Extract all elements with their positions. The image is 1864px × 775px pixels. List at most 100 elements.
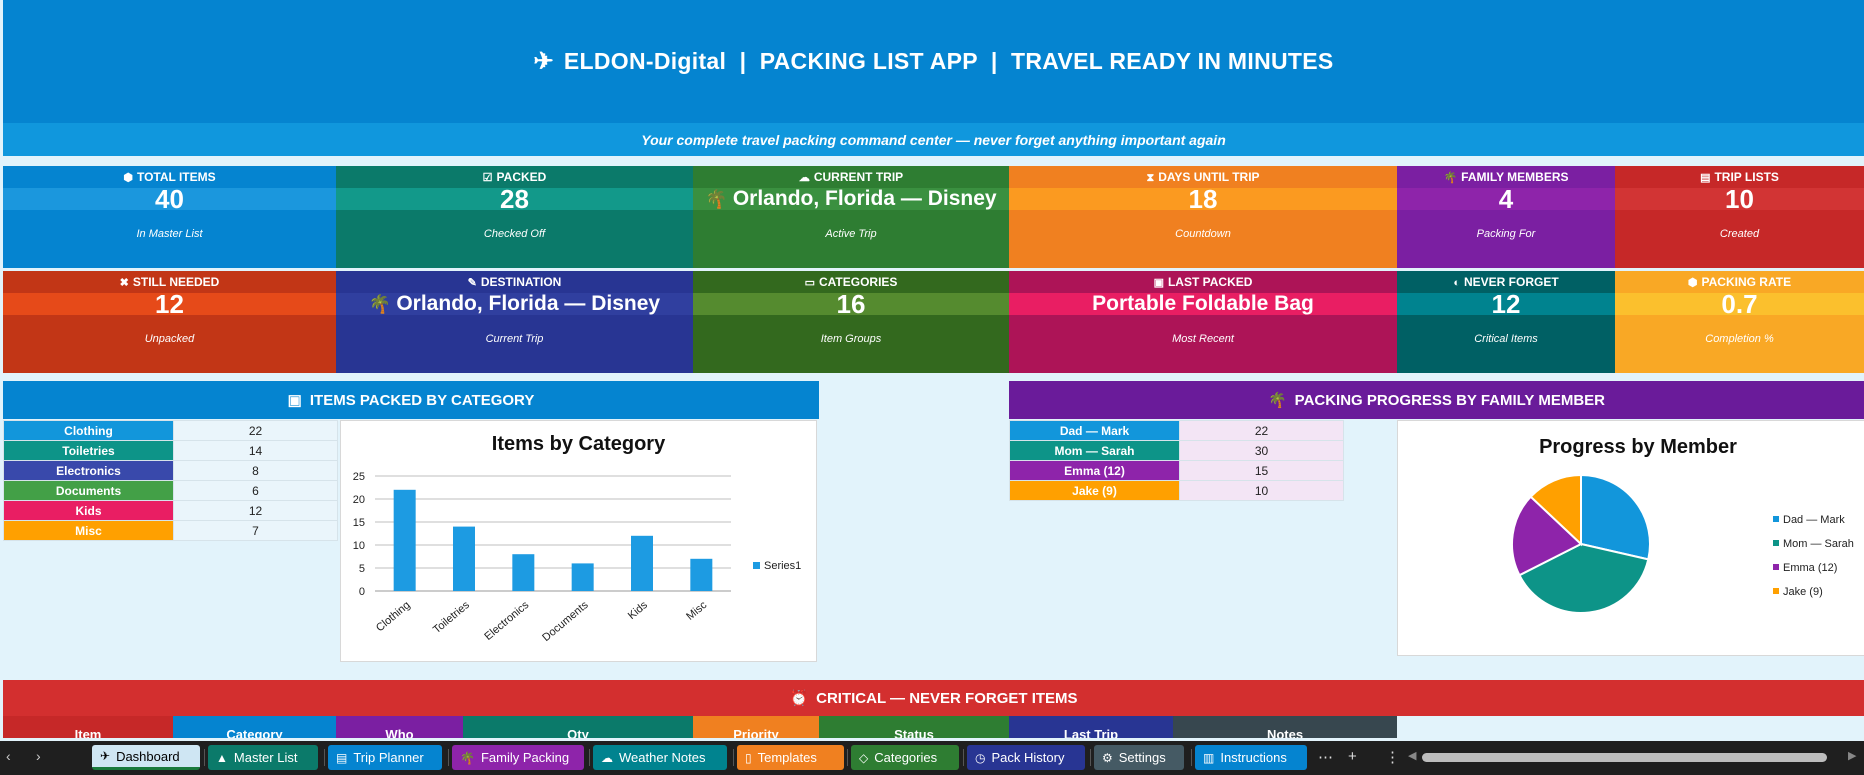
sheet-tab-trip-planner[interactable]: ▤ Trip Planner [328, 745, 442, 770]
sheet-tab-settings[interactable]: ⚙ Settings [1094, 745, 1184, 770]
row-value: 8 [173, 460, 338, 481]
checkbox-icon: ☑ [482, 172, 493, 184]
kpi-caption: Created [1719, 228, 1760, 240]
scroll-tabs-right-icon[interactable]: › [36, 748, 41, 764]
folder-icon: ▭ [804, 277, 815, 289]
sheet-tab-pack-history[interactable]: ◷ Pack History [967, 745, 1085, 770]
row-label: Toiletries [3, 440, 174, 461]
add-sheet-icon[interactable]: + [1348, 748, 1357, 765]
column-header[interactable]: Status [819, 716, 1009, 738]
row-label: Emma (12) [1009, 460, 1180, 481]
legend-swatch [1773, 540, 1779, 546]
sheet-tab-label: Trip Planner [353, 750, 424, 765]
sheet-tab-label: Categories [874, 750, 938, 765]
tab-separator [733, 749, 734, 766]
kpi-label-row: ⬢ TOTAL ITEMS [3, 166, 336, 188]
kpi-value: 28 [500, 184, 529, 214]
cloud-icon: ☁ [798, 172, 810, 184]
more-tabs-icon[interactable]: ⋯ [1318, 749, 1333, 766]
bar [512, 554, 535, 591]
kpi-label-row: 🌴 FAMILY MEMBERS [1397, 166, 1615, 188]
kpi-label: TRIP LISTS [1714, 170, 1779, 184]
pie-slice [1529, 473, 1582, 547]
column-header[interactable]: Who [336, 716, 463, 738]
column-header[interactable]: Category [173, 716, 336, 738]
legend-label: Mom — Sarah [1783, 538, 1854, 550]
tab-separator [204, 749, 205, 766]
column-header[interactable]: Priority [693, 716, 819, 738]
column-header[interactable]: Qty [463, 716, 693, 738]
row-value: 7 [173, 520, 338, 541]
suitcase-icon: ▣ [1153, 277, 1164, 289]
sheet-tab-label: Settings [1118, 750, 1166, 765]
kpi-value-row: 🌴 Orlando, Florida — Disney [693, 188, 1009, 210]
palm-tree-icon: 🌴 [368, 294, 397, 314]
sheet-tab-instructions[interactable]: ▥ Instructions [1195, 745, 1307, 770]
sheet-tab-family-packing[interactable]: 🌴 Family Packing [452, 745, 584, 770]
kpi-value: 12 [1491, 289, 1521, 319]
row-label: Documents [3, 480, 174, 501]
scroll-right-arrow-icon[interactable]: ▶ [1848, 750, 1857, 762]
kpi-caption: Active Trip [825, 228, 877, 240]
pie-chart-title: Progress by Member [1539, 436, 1737, 458]
kpi-label: CURRENT TRIP [813, 170, 904, 184]
legend-swatch [1773, 516, 1779, 522]
sheet-tab-dashboard[interactable]: ✈ Dashboard [92, 745, 200, 770]
sheet-tab-categories[interactable]: ◇ Categories [851, 745, 959, 770]
table-row: Electronics 8 [3, 460, 338, 481]
kpi-value-row: 40 [3, 186, 336, 212]
y-tick-label: 25 [353, 471, 365, 483]
family-section-title-text: PACKING PROGRESS BY FAMILY MEMBER [1294, 391, 1605, 409]
kpi-card: ⧗ DAYS UNTIL TRIP 18 Countdown [1009, 166, 1397, 268]
column-header[interactable]: Item [3, 716, 173, 738]
tag-icon: ◇ [859, 750, 869, 765]
app-subtitle: Your complete travel packing command cen… [3, 123, 1864, 156]
kpi-value-row: 🌴 Orlando, Florida — Disney [336, 293, 693, 315]
kpi-label: LAST PACKED [1167, 275, 1253, 289]
row-value: 22 [1179, 420, 1344, 441]
kpi-label: STILL NEEDED [132, 275, 220, 289]
category-section-title-text: ITEMS PACKED BY CATEGORY [309, 391, 535, 409]
table-row: Emma (12) 15 [1009, 460, 1344, 481]
bag-icon: ▲ [216, 750, 228, 765]
row-label: Kids [3, 500, 174, 521]
kpi-label: CATEGORIES [818, 275, 898, 289]
scroll-tabs-left-icon[interactable]: ‹ [6, 748, 11, 764]
kpi-caption: Countdown [1175, 228, 1231, 240]
legend-swatch [753, 562, 760, 569]
sheet-tab-master-list[interactable]: ▲ Master List [208, 745, 318, 770]
table-row: Kids 12 [3, 500, 338, 521]
scroll-left-arrow-icon[interactable]: ◀ [1408, 750, 1417, 762]
row-value: 14 [173, 440, 338, 461]
kpi-value-row: 28 [336, 186, 693, 212]
sheet-tab-label: Instructions [1220, 750, 1287, 765]
kpi-value-row: 12 [1397, 291, 1615, 317]
kpi-label-row: ✖ STILL NEEDED [3, 271, 336, 293]
pie-slice [1580, 473, 1651, 561]
column-header[interactable]: Notes [1173, 716, 1397, 738]
kpi-value: 12 [155, 289, 184, 319]
table-row: Dad — Mark 22 [1009, 420, 1344, 441]
family-table: Dad — Mark 22 Mom — Sarah 30 Emma (12) 15 Jake… [1009, 420, 1344, 501]
bar-chart: Items by Category 0 5 10 15 20 25 Clothing Toil… [340, 420, 817, 662]
x-tick-label: Kids [626, 599, 650, 622]
table-row: Clothing 22 [3, 420, 338, 441]
sheet-tab-weather-notes[interactable]: ☁ Weather Notes [593, 745, 727, 770]
sheet-options-icon[interactable]: ⋮ [1385, 749, 1400, 766]
table-row: Mom — Sarah 30 [1009, 440, 1344, 461]
table-row: Jake (9) 10 [1009, 480, 1344, 501]
hourglass-icon: ⧗ [1146, 172, 1155, 184]
column-header[interactable]: Last Trip [1009, 716, 1173, 738]
kpi-label-row: ◐ NEVER FORGET [1397, 271, 1615, 293]
page-icon: ▯ [745, 750, 752, 765]
sheet-tab-label: Family Packing [480, 750, 570, 765]
tab-separator [1191, 749, 1192, 766]
row-label: Clothing [3, 420, 174, 441]
plane-icon: ✈ [100, 749, 111, 763]
horizontal-scrollbar[interactable] [1422, 753, 1827, 762]
kpi-card: ⬢ TOTAL ITEMS 40 In Master List [3, 166, 336, 268]
kpi-label: TOTAL ITEMS [136, 170, 216, 184]
row-value: 6 [173, 480, 338, 501]
sheet-tab-templates[interactable]: ▯ Templates [737, 745, 844, 770]
kpi-caption: In Master List [136, 228, 203, 240]
